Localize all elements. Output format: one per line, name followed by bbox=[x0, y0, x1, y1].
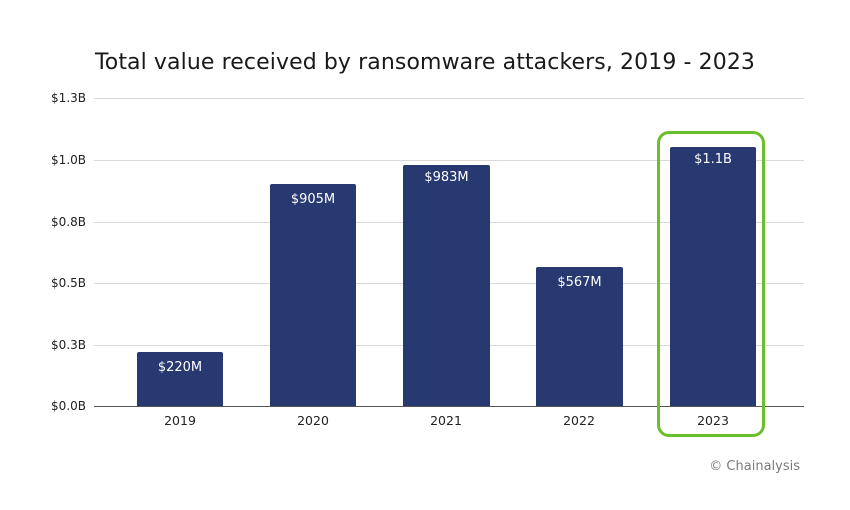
bar-2021: $983M bbox=[403, 165, 490, 406]
y-tick-label: $1.0B bbox=[51, 153, 86, 167]
gridline bbox=[94, 160, 804, 161]
bar-value-label: $983M bbox=[424, 170, 469, 185]
bar-value-label: $220M bbox=[157, 360, 203, 375]
bar-2023: $1.1B bbox=[670, 147, 756, 406]
bar-value-label: $1.1B bbox=[694, 152, 732, 167]
x-tick-label: 2023 bbox=[697, 413, 729, 428]
x-tick-label: 2019 bbox=[164, 413, 196, 428]
bar-2022: $567M bbox=[536, 267, 623, 406]
y-tick-label: $0.5B bbox=[51, 276, 86, 290]
bar-2019: $220M bbox=[137, 352, 223, 406]
source-credit: © Chainalysis bbox=[709, 459, 800, 474]
gridline bbox=[94, 98, 804, 99]
y-tick-label: $0.3B bbox=[51, 338, 86, 352]
x-tick-label: 2022 bbox=[563, 413, 595, 428]
bar-value-label: $567M bbox=[557, 275, 602, 290]
highlight-box-2023 bbox=[657, 131, 765, 437]
bar-value-label: $905M bbox=[290, 192, 336, 207]
chart-title: Total value received by ransomware attac… bbox=[94, 50, 756, 75]
x-tick-label: 2020 bbox=[297, 413, 329, 428]
y-tick-label: $0.8B bbox=[51, 215, 86, 229]
y-tick-label: $0.0B bbox=[51, 399, 86, 413]
x-tick-label: 2021 bbox=[430, 413, 462, 428]
x-axis-line bbox=[94, 406, 804, 407]
bar-2020: $905M bbox=[270, 184, 356, 406]
y-tick-label: $1.3B bbox=[51, 91, 86, 105]
